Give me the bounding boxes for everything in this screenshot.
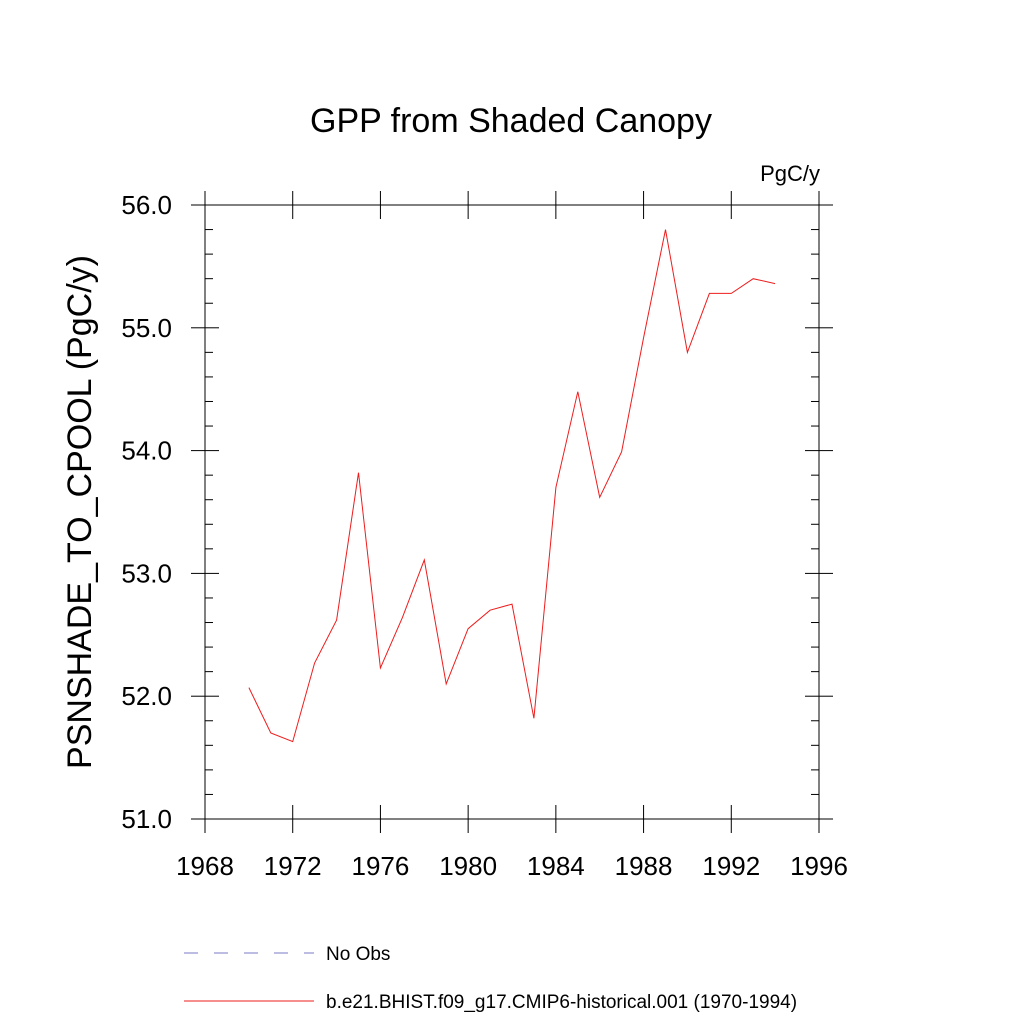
y-tick-label: 54.0 [121,436,172,466]
axis-ticks: 1968 1972 1976 1980 1984 1988 1992 1996 51.0 52.0… [121,190,848,881]
data-point [401,616,403,618]
x-tick-label: 1968 [176,851,234,881]
x-tick-label: 1988 [615,851,673,881]
data-series-layer [248,228,776,743]
data-point [730,292,732,294]
data-point [511,603,513,605]
y-tick-label: 52.0 [121,681,172,711]
data-point [577,390,579,392]
y-axis-label: PSNSHADE_TO_CPOOL (PgC/y) [61,255,99,769]
data-point [642,336,644,338]
data-point [489,609,491,611]
data-point [270,732,272,734]
x-tick-label: 1992 [702,851,760,881]
y-tick-label: 51.0 [121,804,172,834]
y-tick-label: 53.0 [121,558,172,588]
units-label: PgC/y [760,161,820,186]
x-tick-label: 1972 [264,851,322,881]
y-tick-label: 56.0 [121,190,172,220]
x-tick-label: 1996 [790,851,848,881]
y-tick-label: 55.0 [121,313,172,343]
data-point [686,351,688,353]
data-point [620,451,622,453]
data-point [599,496,601,498]
data-point [774,282,776,284]
legend-label: b.e21.BHIST.f09_g17.CMIP6-historical.001… [326,992,797,1013]
data-point [357,472,359,474]
data-point [423,559,425,561]
x-tick-label: 1980 [439,851,497,881]
data-point [248,686,250,688]
data-point [708,292,710,294]
data-point [555,486,557,488]
data-point [379,667,381,669]
chart-title: GPP from Shaded Canopy [310,102,712,140]
data-point [313,662,315,664]
series-line [248,229,776,743]
data-point [445,683,447,685]
legend-label: No Obs [326,944,390,965]
legend: No Obs b.e21.BHIST.f09_g17.CMIP6-historic… [184,944,797,1013]
x-tick-label: 1984 [527,851,585,881]
data-point [335,619,337,621]
data-point [752,277,754,279]
data-point [467,627,469,629]
data-point [664,228,666,230]
plot-frame [204,204,820,820]
data-point [292,740,294,742]
data-point [533,717,535,719]
x-tick-label: 1976 [352,851,410,881]
